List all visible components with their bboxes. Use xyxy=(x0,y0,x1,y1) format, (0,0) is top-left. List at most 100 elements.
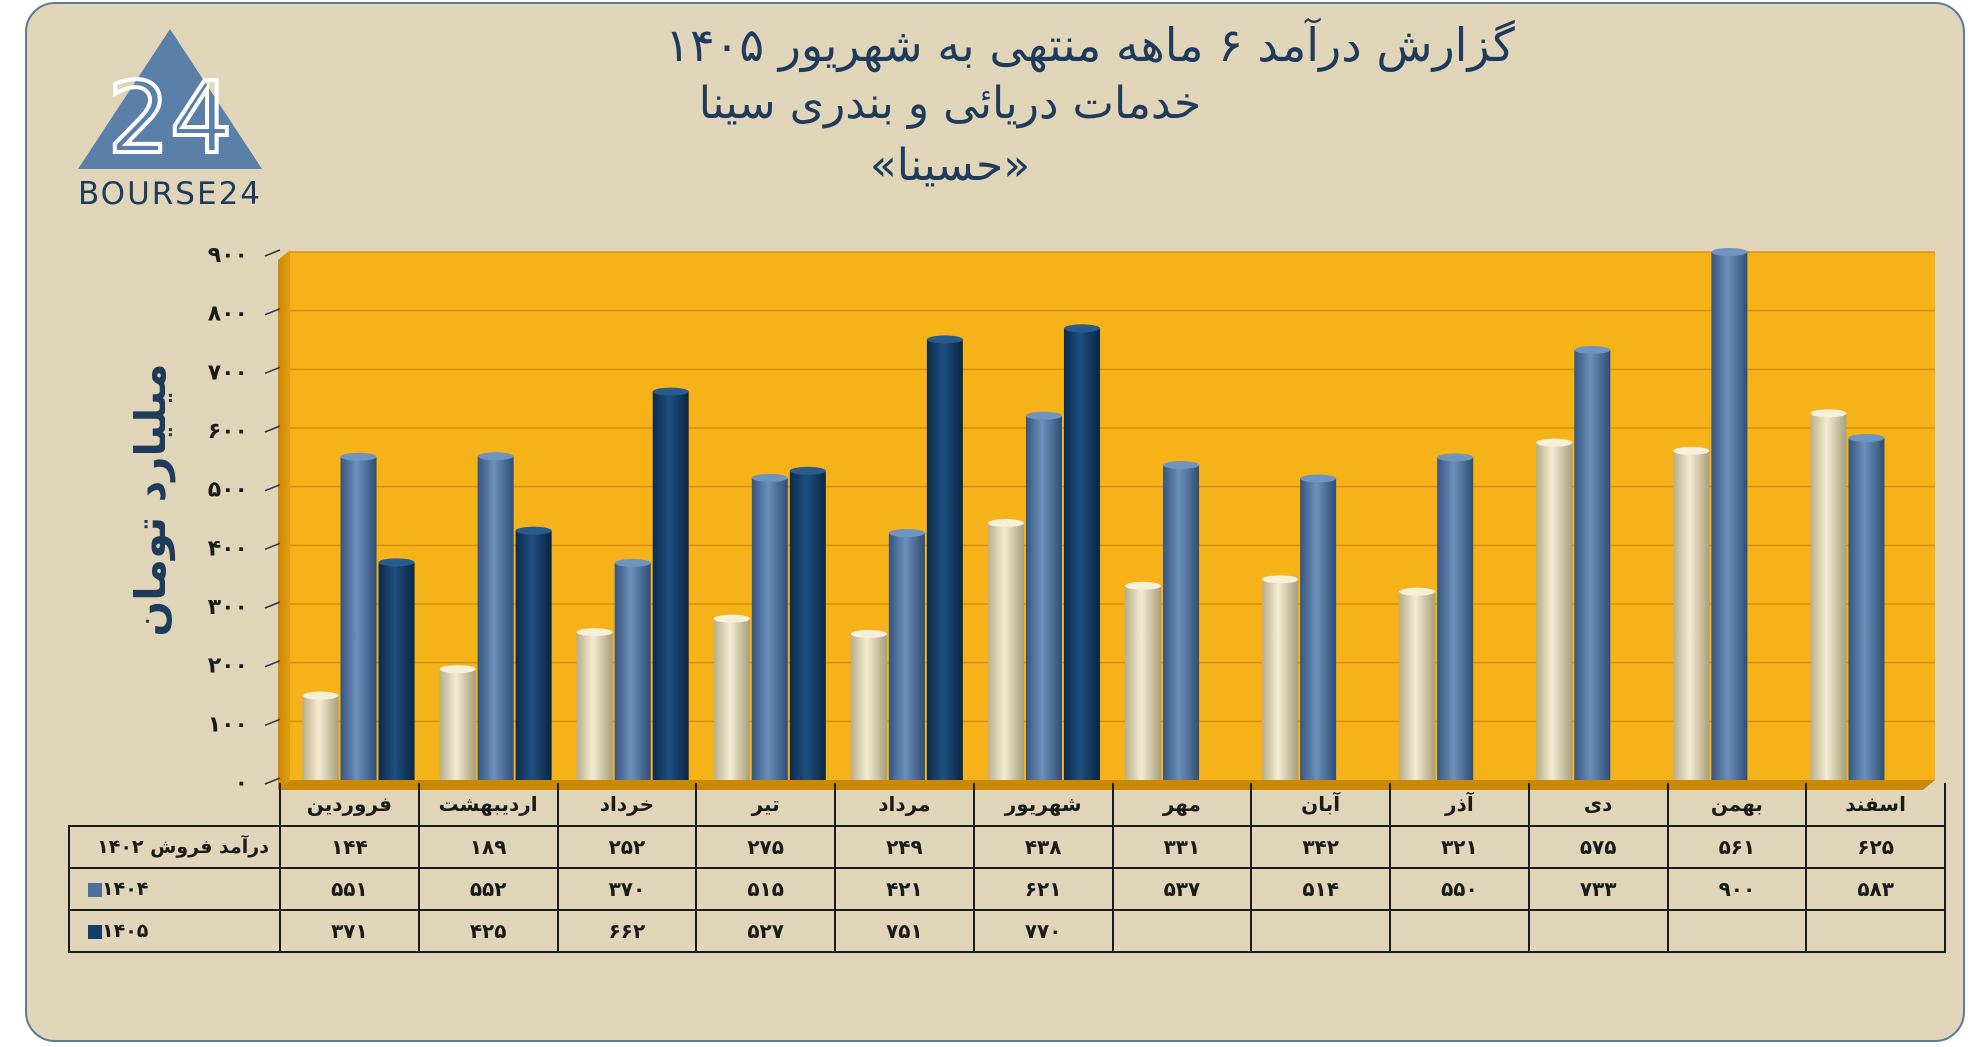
table-cell: ۲۵۲ xyxy=(556,825,698,869)
table-cell xyxy=(1666,909,1808,953)
bar-cap xyxy=(789,466,826,475)
x-tick-label: شهریور xyxy=(972,783,1114,827)
y-tick-mark xyxy=(264,542,281,551)
bar-body xyxy=(926,339,963,780)
table-cell: ۲۷۵ xyxy=(695,825,836,869)
legend-swatch xyxy=(88,924,102,939)
y-tick-mark xyxy=(264,249,281,257)
y-tick-label: ۱۰۰ xyxy=(208,712,248,737)
bar xyxy=(302,691,339,780)
bar-cap xyxy=(987,519,1024,528)
table-row-label: ۱۴۰۵ xyxy=(68,909,281,953)
bar xyxy=(1536,438,1573,780)
bar-body xyxy=(987,523,1024,780)
bar-cap xyxy=(1711,248,1748,256)
y-tick-label: ۹۰۰ xyxy=(208,243,248,268)
x-tick-label: دی xyxy=(1527,783,1669,827)
chart-subtitle: خدمات دریائی و بندری سینا xyxy=(698,78,1202,129)
y-tick-label: ۶۰۰ xyxy=(208,419,248,444)
x-tick-label: تیر xyxy=(695,783,836,827)
bar-cap xyxy=(1063,324,1100,333)
bar-cap xyxy=(614,558,651,567)
table-cell xyxy=(1527,909,1669,953)
logo-triangle xyxy=(78,29,262,169)
bar-cap xyxy=(378,558,415,567)
table-cell: ۵۵۲ xyxy=(417,867,559,911)
bar-cap xyxy=(1437,453,1474,462)
y-tick-mark xyxy=(264,425,281,433)
table-cell: ۶۲۱ xyxy=(972,867,1114,911)
bar-body xyxy=(789,470,826,780)
bar-body xyxy=(515,530,552,780)
table-row: درآمد فروش ۱۴۰۲ ۱۴۴ ۱۸۹ ۲۵۲ ۲۷۵ ۲۴۹ ۴۳۸ ۳۳۱ ۳۴۲ ۳… xyxy=(68,825,1946,869)
table-cell: ۳۲۱ xyxy=(1389,825,1530,869)
y-tick-label: ۸۰۰ xyxy=(208,302,248,327)
bar-cap xyxy=(1399,587,1436,596)
bar-body xyxy=(751,477,788,780)
y-tick-mark xyxy=(264,483,281,492)
bar-cap xyxy=(340,452,377,461)
bar xyxy=(1063,324,1100,780)
bar xyxy=(1300,474,1337,780)
bar-body xyxy=(1025,415,1062,780)
table-cell: ۵۱۵ xyxy=(695,867,836,911)
y-tick-label: ۷۰۰ xyxy=(208,360,248,385)
bourse24-logo: 24 xyxy=(78,29,262,178)
bar xyxy=(751,473,788,780)
table-cell: ۳۷۱ xyxy=(279,909,420,953)
bar-cap xyxy=(1810,409,1847,418)
bar-cap xyxy=(1848,433,1885,442)
bar xyxy=(1848,433,1885,780)
bar-cap xyxy=(1025,411,1062,420)
bar-cap xyxy=(926,335,963,344)
x-tick-label: آبان xyxy=(1250,783,1391,827)
bar xyxy=(1437,453,1474,780)
bar-cap xyxy=(850,629,887,638)
bar-cap xyxy=(302,691,339,700)
bar xyxy=(888,529,925,780)
bar xyxy=(340,452,377,780)
y-tick-mark xyxy=(264,659,281,668)
bar-body xyxy=(1300,478,1337,780)
bar xyxy=(1163,460,1200,780)
bar-body xyxy=(1399,591,1436,780)
bar xyxy=(439,665,476,780)
table-row: ۱۴۰۴ ۵۵۱ ۵۵۲ ۳۷۰ ۵۱۵ ۴۲۱ ۶۲۱ ۵۳۷ ۵۱۴ ۵۵۰ ۷۳۳ ۹۰۰ ۵۸۳ xyxy=(68,867,1946,911)
table-cell xyxy=(1805,909,1946,953)
table-cell: ۹۰۰ xyxy=(1666,867,1808,911)
bar-cap xyxy=(477,452,514,461)
bar xyxy=(576,628,613,780)
table-corner xyxy=(69,783,281,826)
plot-side-wall xyxy=(278,250,290,790)
bar-body xyxy=(576,632,613,780)
x-tick-label: اردیبهشت xyxy=(417,783,559,827)
bar-body xyxy=(1262,579,1299,780)
y-tick-mark xyxy=(264,718,281,727)
table-row: ۱۴۰۵ ۳۷۱ ۴۲۵ ۶۶۲ ۵۲۷ ۷۵۱ ۷۷۰ xyxy=(68,909,1946,953)
table-cell: ۵۶۱ xyxy=(1666,825,1808,869)
bar xyxy=(614,558,651,780)
bar xyxy=(477,452,514,780)
y-tick-label: ۴۰۰ xyxy=(208,536,248,561)
bar xyxy=(850,629,887,780)
bar xyxy=(987,519,1024,780)
legend-swatch xyxy=(88,882,102,897)
bar-body xyxy=(302,695,339,780)
y-tick-mark xyxy=(264,366,281,375)
bar xyxy=(378,558,415,780)
company-name: «حسینا» xyxy=(869,140,1031,191)
bar-body xyxy=(652,391,689,780)
table-cell: ۴۳۸ xyxy=(972,825,1114,869)
bar-cap xyxy=(1300,474,1337,483)
bar-cap xyxy=(1673,446,1710,455)
bar xyxy=(1574,345,1611,780)
table-cell: ۵۱۴ xyxy=(1250,867,1391,911)
bar-body xyxy=(1163,464,1200,780)
table-cell: ۴۲۱ xyxy=(834,867,975,911)
bar xyxy=(1810,409,1847,780)
data-table: فروردین اردیبهشت خرداد تیر مرداد شهریور مهر آبا… xyxy=(68,783,1946,953)
bar xyxy=(926,335,963,780)
table-cell: ۲۴۹ xyxy=(834,825,975,869)
bar-body xyxy=(378,562,415,780)
